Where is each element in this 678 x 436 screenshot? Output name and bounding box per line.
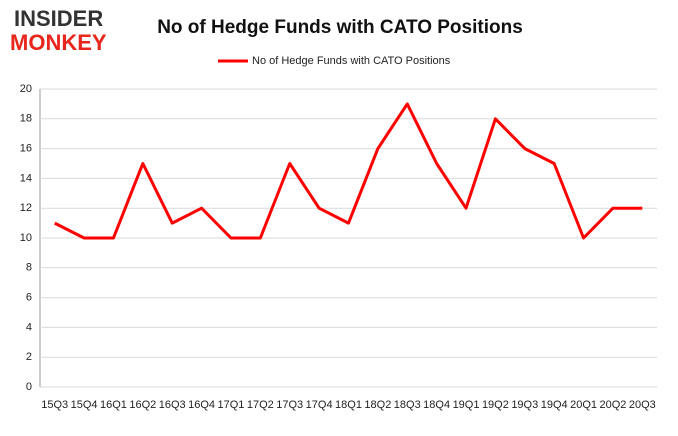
x-tick-label: 18Q2 (364, 399, 391, 411)
x-tick-label: 16Q3 (159, 399, 186, 411)
x-tick-label: 20Q3 (629, 399, 656, 411)
x-tick-label: 15Q4 (71, 399, 98, 411)
x-tick-label: 17Q2 (247, 399, 274, 411)
x-tick-label: 17Q3 (276, 399, 303, 411)
y-tick-label: 8 (26, 262, 32, 274)
x-tick-label: 19Q3 (511, 399, 538, 411)
x-tick-label: 17Q1 (218, 399, 245, 411)
x-tick-label: 18Q3 (394, 399, 421, 411)
y-tick-label: 16 (20, 143, 32, 155)
y-tick-label: 0 (26, 381, 32, 393)
x-tick-label: 18Q1 (335, 399, 362, 411)
x-tick-label: 16Q1 (100, 399, 127, 411)
x-tick-label: 19Q1 (453, 399, 480, 411)
y-tick-label: 4 (26, 321, 32, 333)
chart-title: No of Hedge Funds with CATO Positions (157, 17, 523, 38)
y-tick-label: 2 (26, 351, 32, 363)
y-tick-label: 18 (20, 113, 32, 125)
legend-label: No of Hedge Funds with CATO Positions (252, 55, 451, 67)
y-tick-label: 6 (26, 292, 32, 304)
x-tick-label: 19Q4 (541, 399, 568, 411)
data-line (54, 102, 643, 240)
y-tick-label: 12 (20, 202, 32, 214)
y-tick-label: 20 (20, 83, 32, 95)
y-tick-label: 14 (20, 172, 32, 184)
x-tick-label: 20Q1 (570, 399, 597, 411)
x-tick-label: 19Q2 (482, 399, 509, 411)
x-tick-label: 16Q4 (188, 399, 215, 411)
y-tick-label: 10 (20, 232, 32, 244)
x-tick-label: 17Q4 (306, 399, 333, 411)
logo-line2: MONKEY (10, 30, 107, 55)
x-tick-label: 18Q4 (423, 399, 450, 411)
x-tick-label: 16Q2 (129, 399, 156, 411)
x-tick-label: 15Q3 (41, 399, 68, 411)
x-tick-label: 20Q2 (599, 399, 626, 411)
logo-line1: INSIDER (14, 6, 103, 31)
